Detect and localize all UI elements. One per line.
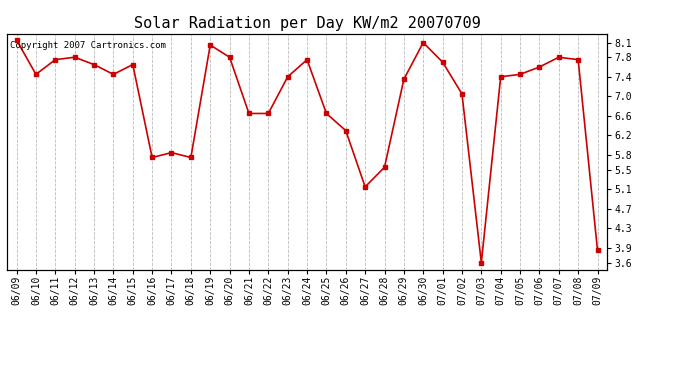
- Title: Solar Radiation per Day KW/m2 20070709: Solar Radiation per Day KW/m2 20070709: [134, 16, 480, 31]
- Text: Copyright 2007 Cartronics.com: Copyright 2007 Cartronics.com: [10, 41, 166, 50]
